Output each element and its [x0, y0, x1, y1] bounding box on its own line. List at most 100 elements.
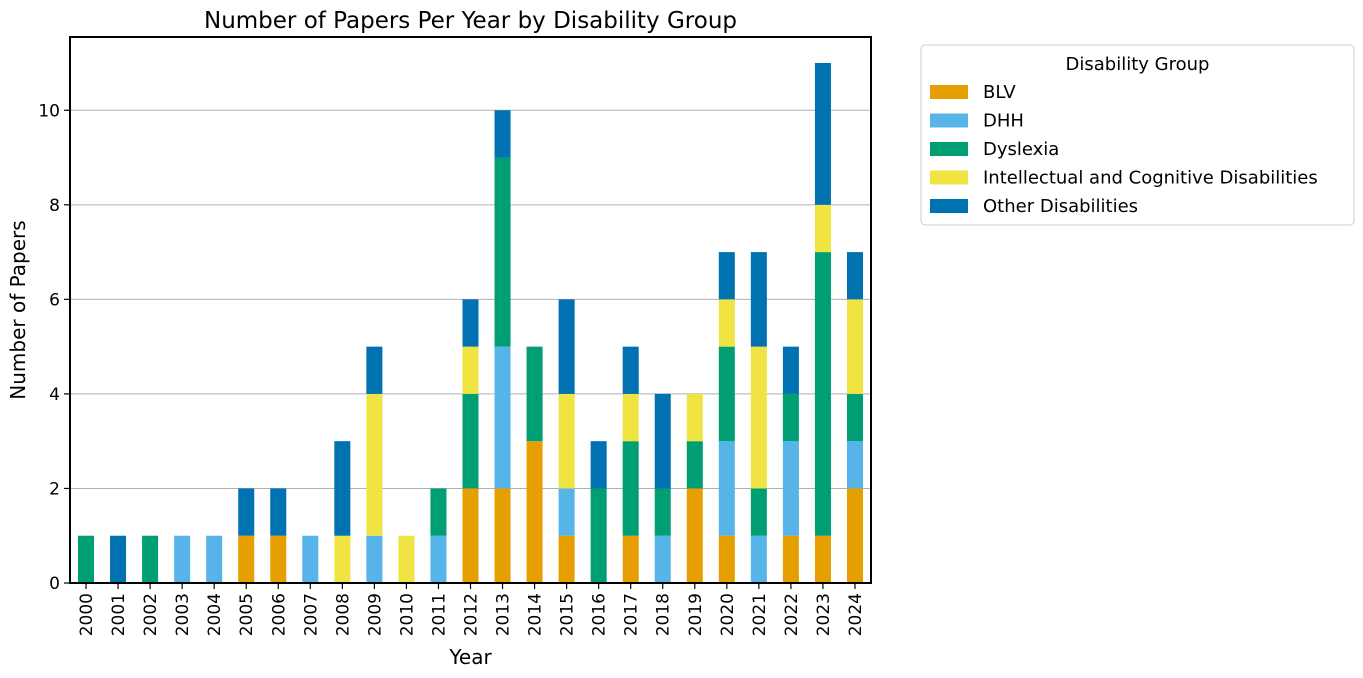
- bar-segment: [558, 488, 575, 536]
- x-tick-label: 2000: [77, 593, 97, 636]
- bar-segment: [430, 488, 447, 536]
- bar-segment: [686, 488, 703, 583]
- axes: [64, 36, 872, 589]
- bar-segment: [814, 63, 831, 205]
- x-tick-label: 2002: [141, 593, 161, 636]
- bar-segment: [750, 488, 767, 536]
- bar-segment: [846, 252, 863, 300]
- x-tick-label: 2007: [301, 593, 321, 636]
- bar-segment: [366, 535, 383, 583]
- bar-segment: [654, 488, 671, 536]
- x-tick-label: 2021: [750, 593, 770, 636]
- bar-segment: [238, 488, 255, 536]
- bar-segment: [462, 393, 479, 489]
- y-tick-label: 6: [49, 290, 60, 310]
- bar-segment: [622, 535, 639, 583]
- x-tick-label: 2003: [173, 593, 193, 636]
- x-tick-label: 2004: [205, 593, 225, 636]
- bar-segment: [462, 488, 479, 583]
- bar-segment: [526, 346, 543, 442]
- x-tick-label: 2005: [237, 593, 257, 636]
- bar-segment: [334, 441, 351, 536]
- x-tick-label: 2009: [365, 593, 385, 636]
- bar-segment: [494, 488, 511, 583]
- x-tick-label: 2024: [846, 593, 866, 636]
- x-tick-label: 2020: [718, 593, 738, 636]
- x-tick-label: 2018: [654, 593, 674, 636]
- bar-segment: [78, 535, 95, 583]
- legend-label: BLV: [983, 82, 1016, 103]
- bar-segment: [558, 393, 575, 489]
- y-tick-label: 8: [49, 196, 60, 216]
- x-tick-label: 2001: [109, 593, 129, 636]
- bar-segment: [366, 393, 383, 536]
- x-tick-label: 2017: [622, 593, 642, 636]
- bar-segment: [270, 535, 287, 583]
- legend: Disability Group BLV DHH Dyslexia Intellectu…: [920, 44, 1355, 226]
- bar-segment: [366, 346, 383, 394]
- bar-segment: [142, 535, 159, 583]
- legend-swatch: [930, 170, 968, 185]
- bar-segment: [718, 252, 735, 300]
- bar-segment: [622, 441, 639, 536]
- bar-segment: [814, 535, 831, 583]
- bar-segment: [622, 346, 639, 394]
- bar-segment: [718, 346, 735, 442]
- bar-segment: [782, 346, 799, 394]
- bar-segment: [846, 441, 863, 489]
- legend-swatch: [930, 85, 968, 99]
- legend-label: Dyslexia: [983, 139, 1059, 160]
- bar-segment: [270, 488, 287, 536]
- x-tick-label: 2014: [526, 593, 546, 636]
- bar-segment: [494, 346, 511, 489]
- bar-segment: [718, 535, 735, 583]
- bar-segment: [174, 535, 191, 583]
- bar-segment: [686, 441, 703, 489]
- bar-segment: [526, 441, 543, 583]
- legend-box: [920, 44, 1355, 226]
- x-tick-label: 2012: [462, 593, 482, 636]
- bar-segment: [430, 535, 447, 583]
- legend-swatch: [930, 113, 968, 128]
- legend-swatch: [930, 199, 968, 213]
- bar-segment: [750, 535, 767, 583]
- bar-segment: [782, 441, 799, 536]
- x-tick-label: 2006: [269, 593, 289, 636]
- y-tick-label: 2: [49, 479, 60, 499]
- legend-swatch: [930, 142, 968, 156]
- bar-segment: [334, 535, 351, 583]
- bar-segment: [206, 535, 223, 583]
- bar-segment: [622, 393, 639, 442]
- bar-segment: [590, 488, 607, 583]
- x-tick-label: 2011: [429, 593, 449, 636]
- bar-segment: [398, 535, 415, 583]
- x-tick-label: 2016: [590, 593, 610, 636]
- x-tick-label: 2019: [686, 593, 706, 636]
- x-axis-title: Year: [448, 645, 492, 669]
- bar-segment: [782, 393, 799, 442]
- chart-title: Number of Papers Per Year by Disability …: [204, 8, 737, 34]
- bar-segment: [558, 535, 575, 583]
- bar-segment: [462, 346, 479, 394]
- bar-segment: [846, 488, 863, 583]
- y-tick-label: 0: [49, 574, 60, 594]
- bar-segment: [718, 299, 735, 347]
- tick-labels: 0 2 4 6 8 10 2000 2001 2002 2003 2004 2005 2006 2007 2…: [38, 101, 866, 636]
- x-tick-label: 2022: [782, 593, 802, 636]
- bar-segment: [494, 157, 511, 347]
- x-tick-label: 2013: [494, 593, 514, 636]
- y-axis-title: Number of Papers: [6, 220, 30, 399]
- bar-segment: [654, 393, 671, 489]
- bar-segment: [558, 299, 575, 394]
- bar-segment: [302, 535, 319, 583]
- bar-segment: [750, 346, 767, 489]
- x-tick-label: 2023: [814, 593, 834, 636]
- legend-label: DHH: [983, 111, 1024, 132]
- bar-segment: [462, 299, 479, 347]
- bar-segment: [590, 441, 607, 489]
- bar-segment: [686, 393, 703, 442]
- bar-segment: [814, 204, 831, 253]
- legend-title: Disability Group: [1066, 54, 1210, 75]
